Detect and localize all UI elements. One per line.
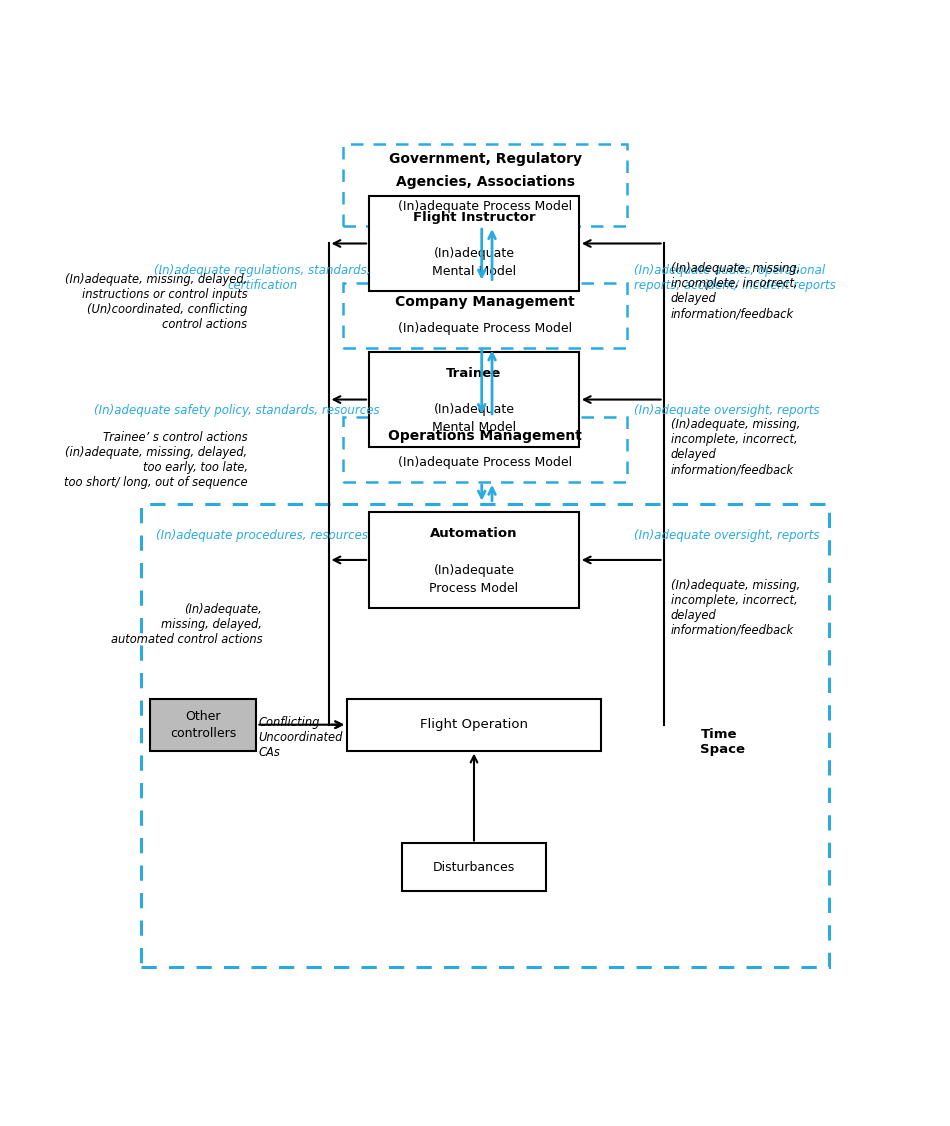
Text: (In)adequate safety policy, standards, resources: (In)adequate safety policy, standards, r…: [94, 404, 379, 418]
Text: Operations Management: Operations Management: [389, 429, 582, 444]
Bar: [343, 144, 627, 226]
Bar: [347, 698, 601, 751]
Text: (In)adequate Process Model: (In)adequate Process Model: [398, 322, 572, 334]
Text: (In)adequate oversight, reports: (In)adequate oversight, reports: [635, 529, 820, 543]
Text: Government, Regulatory: Government, Regulatory: [389, 152, 581, 166]
Text: Time
Space: Time Space: [700, 729, 746, 756]
Text: (In)adequate Process Model: (In)adequate Process Model: [398, 456, 572, 468]
Text: (In)adequate
Mental Model: (In)adequate Mental Model: [432, 247, 516, 278]
Text: Agencies, Associations: Agencies, Associations: [395, 175, 575, 188]
Text: (In)adequate
Mental Model: (In)adequate Mental Model: [432, 403, 516, 435]
Bar: [150, 698, 256, 751]
Text: (In)adequate, missing,
incomplete, incorrect,
delayed
information/feedback: (In)adequate, missing, incomplete, incor…: [671, 579, 800, 636]
Bar: [141, 503, 829, 967]
Text: Flight Operation: Flight Operation: [420, 718, 528, 731]
Text: Trainee’ s control actions
(in)adequate, missing, delayed,
too early, too late,
: Trainee’ s control actions (in)adequate,…: [64, 431, 248, 490]
Text: (In)adequate oversight, reports: (In)adequate oversight, reports: [635, 404, 820, 418]
Bar: [402, 843, 546, 891]
Bar: [369, 512, 579, 608]
Text: (In)adequate Process Model: (In)adequate Process Model: [398, 200, 572, 213]
Text: Other
controllers: Other controllers: [170, 709, 237, 740]
Text: (In)adequate audits, operational
reports, accident/ incident reports: (In)adequate audits, operational reports…: [635, 265, 836, 292]
Text: (In)adequate procedures, resources: (In)adequate procedures, resources: [157, 529, 369, 543]
Bar: [369, 196, 579, 292]
Text: Conflicting
Uncoordinated
CAs: Conflicting Uncoordinated CAs: [258, 716, 343, 759]
Text: Trainee: Trainee: [446, 367, 502, 381]
Text: (In)adequate, missing,
incomplete, incorrect,
delayed
information/feedback: (In)adequate, missing, incomplete, incor…: [671, 262, 800, 320]
Text: (In)adequate regulations, standards,
certification: (In)adequate regulations, standards, cer…: [154, 265, 370, 292]
Bar: [343, 283, 627, 348]
Text: Company Management: Company Management: [395, 295, 575, 309]
Bar: [369, 351, 579, 447]
Text: Disturbances: Disturbances: [433, 860, 515, 874]
Bar: [343, 417, 627, 482]
Text: (In)adequate, missing, delayed,
instructions or control inputs
(Un)coordinated, : (In)adequate, missing, delayed, instruct…: [66, 272, 248, 331]
Text: (In)adequate,
missing, delayed,
automated control actions: (In)adequate, missing, delayed, automate…: [111, 604, 262, 646]
Text: (In)adequate
Process Model: (In)adequate Process Model: [429, 563, 519, 595]
Text: Flight Instructor: Flight Instructor: [412, 211, 535, 224]
Text: (In)adequate, missing,
incomplete, incorrect,
delayed
information/feedback: (In)adequate, missing, incomplete, incor…: [671, 418, 800, 476]
Text: Automation: Automation: [430, 527, 518, 540]
